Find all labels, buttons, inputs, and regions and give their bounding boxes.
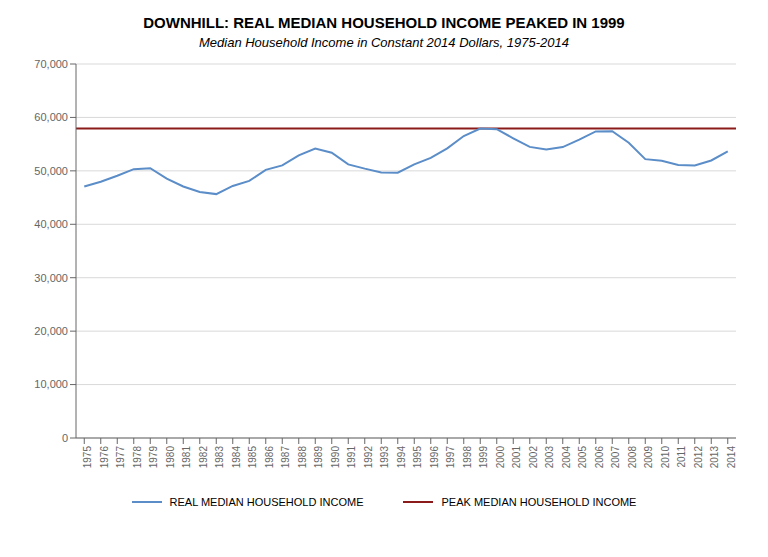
svg-text:1975: 1975 — [82, 446, 93, 469]
svg-text:50,000: 50,000 — [34, 165, 68, 177]
svg-text:60,000: 60,000 — [34, 111, 68, 123]
svg-text:1976: 1976 — [99, 446, 110, 469]
html-text:DOWNHILL: REAL MEDIAN HOUSEHOL: DOWNHILL: REAL MEDIAN HOUSEHOLD INCOME P… — [143, 14, 625, 31]
svg-text:1988: 1988 — [297, 446, 308, 469]
svg-text:1979: 1979 — [148, 446, 159, 469]
svg-text:1996: 1996 — [429, 446, 440, 469]
svg-text:1985: 1985 — [247, 446, 258, 469]
svg-text:2005: 2005 — [577, 446, 588, 469]
svg-text:2013: 2013 — [709, 446, 720, 469]
svg-text:2010: 2010 — [660, 446, 671, 469]
svg-text:1980: 1980 — [165, 446, 176, 469]
svg-text:0: 0 — [62, 432, 68, 444]
svg-text:1977: 1977 — [115, 446, 126, 469]
svg-text:1989: 1989 — [313, 446, 324, 469]
svg-text:1994: 1994 — [396, 446, 407, 469]
svg-text:1987: 1987 — [280, 446, 291, 469]
html-text:Median Household Income in Con: Median Household Income in Constant 2014… — [199, 35, 569, 50]
svg-text:2006: 2006 — [594, 446, 605, 469]
svg-text:1986: 1986 — [264, 446, 275, 469]
svg-text:1982: 1982 — [198, 446, 209, 469]
svg-text:2000: 2000 — [495, 446, 506, 469]
svg-text:40,000: 40,000 — [34, 218, 68, 230]
svg-text:2011: 2011 — [676, 446, 687, 468]
svg-text:1990: 1990 — [330, 446, 341, 469]
svg-text:2004: 2004 — [561, 446, 572, 469]
svg-text:1984: 1984 — [231, 446, 242, 469]
svg-text:1978: 1978 — [132, 446, 143, 469]
svg-text:2007: 2007 — [610, 446, 621, 469]
svg-text:1998: 1998 — [462, 446, 473, 469]
svg-text:1999: 1999 — [478, 446, 489, 469]
svg-text:30,000: 30,000 — [34, 272, 68, 284]
svg-text:1981: 1981 — [181, 446, 192, 469]
svg-text:2003: 2003 — [544, 446, 555, 469]
svg-text:1993: 1993 — [379, 446, 390, 469]
svg-text:70,000: 70,000 — [34, 58, 68, 70]
svg-text:2014: 2014 — [726, 446, 737, 469]
svg-text:1992: 1992 — [363, 446, 374, 469]
svg-text:2009: 2009 — [643, 446, 654, 469]
svg-text:10,000: 10,000 — [34, 378, 68, 390]
svg-text:2001: 2001 — [511, 446, 522, 469]
html-text:PEAK MEDIAN HOUSEHOLD INCOME: PEAK MEDIAN HOUSEHOLD INCOME — [441, 496, 637, 508]
svg-text:2012: 2012 — [693, 446, 704, 469]
svg-text:2008: 2008 — [627, 446, 638, 469]
svg-text:1995: 1995 — [412, 446, 423, 469]
html-text:REAL MEDIAN HOUSEHOLD INCOME: REAL MEDIAN HOUSEHOLD INCOME — [169, 496, 364, 508]
svg-text:20,000: 20,000 — [34, 325, 68, 337]
svg-text:1997: 1997 — [445, 446, 456, 469]
svg-text:2002: 2002 — [528, 446, 539, 469]
svg-text:1983: 1983 — [214, 446, 225, 469]
svg-text:1991: 1991 — [346, 446, 357, 469]
